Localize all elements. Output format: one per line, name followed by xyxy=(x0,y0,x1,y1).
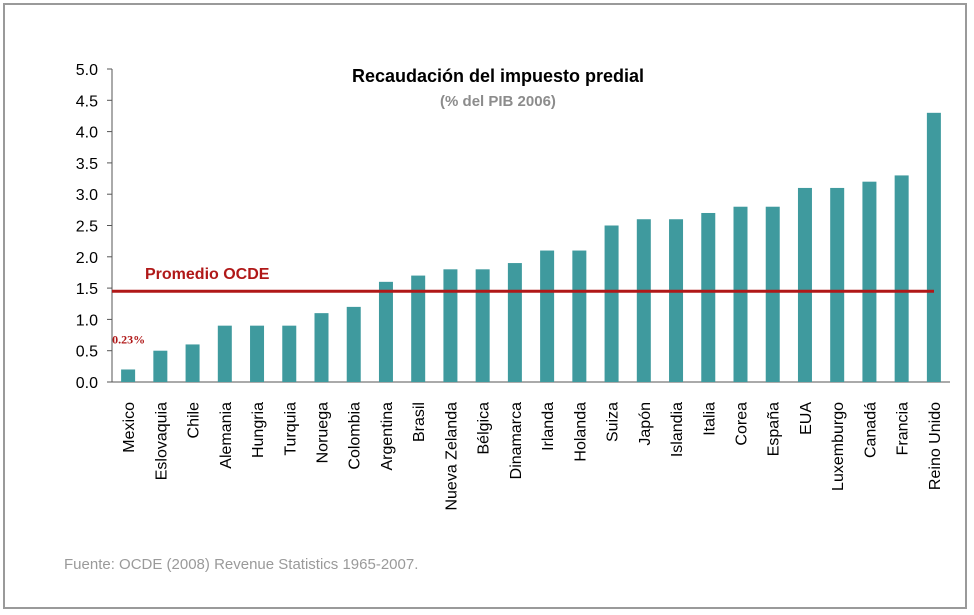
bar xyxy=(121,369,136,382)
x-tick-label: Hungria xyxy=(250,402,267,458)
x-tick-label: Italia xyxy=(701,402,718,436)
bar xyxy=(250,325,265,382)
bar xyxy=(411,275,426,382)
x-tick-label: Canadá xyxy=(862,402,879,458)
bar xyxy=(314,313,329,382)
bar xyxy=(669,219,684,382)
bar xyxy=(346,306,361,382)
x-tick-label: Argentina xyxy=(379,402,396,471)
x-tick-label: Brasil xyxy=(411,402,428,442)
value-annotation: 0.23% xyxy=(112,332,145,346)
bar xyxy=(765,206,780,382)
x-tick-label: Japón xyxy=(637,402,654,446)
bar xyxy=(830,187,845,382)
bar xyxy=(475,269,490,382)
bar xyxy=(636,219,651,382)
y-tick-label: 0.5 xyxy=(76,344,98,361)
x-tick-label: Colombia xyxy=(347,402,364,470)
bar xyxy=(185,344,200,382)
bar xyxy=(153,350,168,382)
bar xyxy=(572,250,587,382)
bar xyxy=(507,263,522,382)
x-tick-label: EUA xyxy=(798,402,815,435)
x-tick-label: Chile xyxy=(186,402,203,439)
x-tick-label: Mexico xyxy=(121,402,138,453)
x-tick-label: Corea xyxy=(734,402,751,446)
x-tick-label: Turquia xyxy=(282,402,299,456)
bar xyxy=(282,325,297,382)
x-axis: Mexico Eslovaquia Chile Alemania Hungria Turq… xyxy=(112,381,950,511)
y-tick-label: 3.0 xyxy=(76,187,98,204)
y-tick-label: 2.0 xyxy=(76,250,98,267)
bar xyxy=(894,175,909,382)
y-tick-label: 4.0 xyxy=(76,125,98,142)
x-tick-label: Noruega xyxy=(315,402,332,463)
bar xyxy=(862,181,877,382)
chart-subtitle: (% del PIB 2006) xyxy=(440,93,556,110)
bar xyxy=(540,250,555,382)
x-tick-label: Holanda xyxy=(572,402,589,462)
source-note: Fuente: OCDE (2008) Revenue Statistics 1… xyxy=(64,556,418,573)
y-tick-label: 2.5 xyxy=(76,219,98,236)
bar xyxy=(701,212,716,382)
y-tick-label: 1.0 xyxy=(76,312,98,329)
x-tick-label: Luxemburgo xyxy=(830,402,847,491)
x-tick-label: Islandia xyxy=(669,402,686,457)
x-tick-label: Dinamarca xyxy=(508,402,525,479)
x-tick-label: Reino Unido xyxy=(927,402,944,490)
y-axis: 0.0 0.5 1.0 1.5 2.0 2.5 3.0 3.5 4.0 4.5 5.0 xyxy=(76,62,113,392)
x-tick-label: Nueva Zelanda xyxy=(443,402,460,511)
y-tick-label: 1.5 xyxy=(76,281,98,298)
x-tick-label: España xyxy=(766,402,783,456)
x-tick-label: Bélgica xyxy=(476,402,493,455)
y-tick-label: 4.5 xyxy=(76,93,98,110)
y-tick-label: 5.0 xyxy=(76,62,98,79)
x-tick-label: Eslovaquia xyxy=(153,402,170,480)
bar xyxy=(733,206,748,382)
y-tick-label: 0.0 xyxy=(76,375,98,392)
bar xyxy=(926,112,941,382)
bars xyxy=(121,112,941,382)
bar xyxy=(378,281,393,382)
reference-line-label: Promedio OCDE xyxy=(145,266,270,283)
bar xyxy=(217,325,232,382)
x-tick-label: Francia xyxy=(895,402,912,455)
chart-title: Recaudación del impuesto predial xyxy=(352,66,644,86)
x-tick-label: Irlanda xyxy=(540,402,557,451)
reference-line-group: Promedio OCDE 0.23% xyxy=(112,266,934,346)
bar xyxy=(604,225,619,382)
bar xyxy=(797,187,812,382)
x-tick-label: Suiza xyxy=(605,402,622,442)
y-tick-label: 3.5 xyxy=(76,156,98,173)
bar xyxy=(443,269,458,382)
x-tick-label: Alemania xyxy=(218,402,235,469)
